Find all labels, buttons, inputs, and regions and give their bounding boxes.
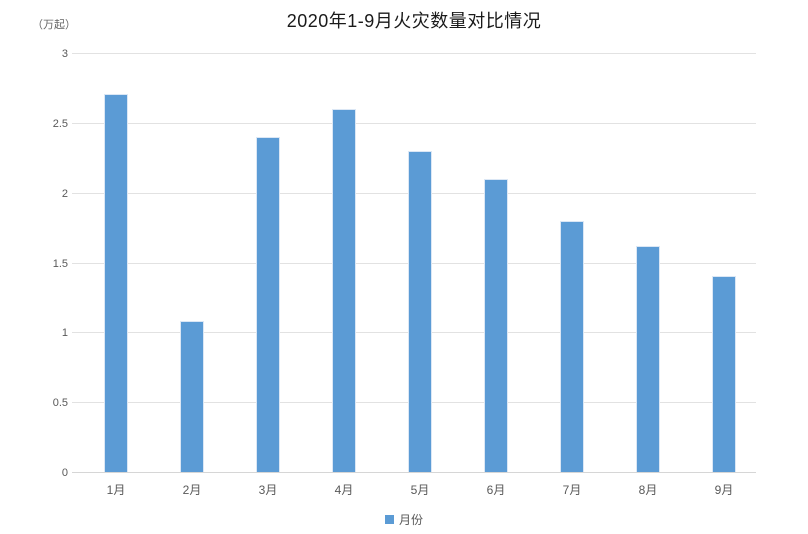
x-tick-label: 2月	[182, 483, 202, 497]
x-tick-label: 7月	[562, 483, 582, 497]
x-tick-label: 8月	[638, 483, 658, 497]
y-tick-label: 3	[61, 48, 68, 60]
legend: 月份	[0, 511, 808, 528]
bar-6月	[484, 178, 508, 472]
gridline	[72, 122, 756, 124]
bar-3月	[256, 136, 280, 472]
gridline	[72, 53, 756, 54]
legend-label: 月份	[398, 513, 423, 527]
x-tick-label: 3月	[258, 483, 278, 497]
x-axis-line	[72, 472, 756, 473]
x-tick-label: 1月	[106, 483, 126, 497]
legend-swatch-icon	[384, 515, 394, 524]
y-tick-label: 1	[61, 327, 68, 340]
bar-4月	[332, 108, 356, 472]
y-tick-label: 0.5	[52, 397, 68, 410]
x-tick-label: 5月	[410, 483, 430, 497]
plot-area	[72, 53, 756, 473]
y-tick-label: 2.5	[52, 117, 68, 130]
x-tick-label: 9月	[714, 483, 734, 497]
bar-5月	[408, 150, 432, 472]
x-tick-label: 6月	[486, 483, 506, 497]
y-tick-label: 2	[61, 187, 68, 200]
bar-1月	[104, 93, 128, 472]
x-tick-label: 4月	[334, 483, 354, 497]
y-tick-label: 1.5	[52, 257, 68, 270]
bar-2月	[180, 321, 204, 472]
y-axis-unit-label: （万起）	[32, 19, 76, 31]
bar-9月	[712, 276, 736, 472]
bar-8月	[636, 245, 660, 472]
y-tick-label: 0	[61, 467, 68, 479]
bar-7月	[560, 220, 584, 472]
chart-title: 2020年1-9月火灾数量对比情况	[286, 11, 542, 31]
